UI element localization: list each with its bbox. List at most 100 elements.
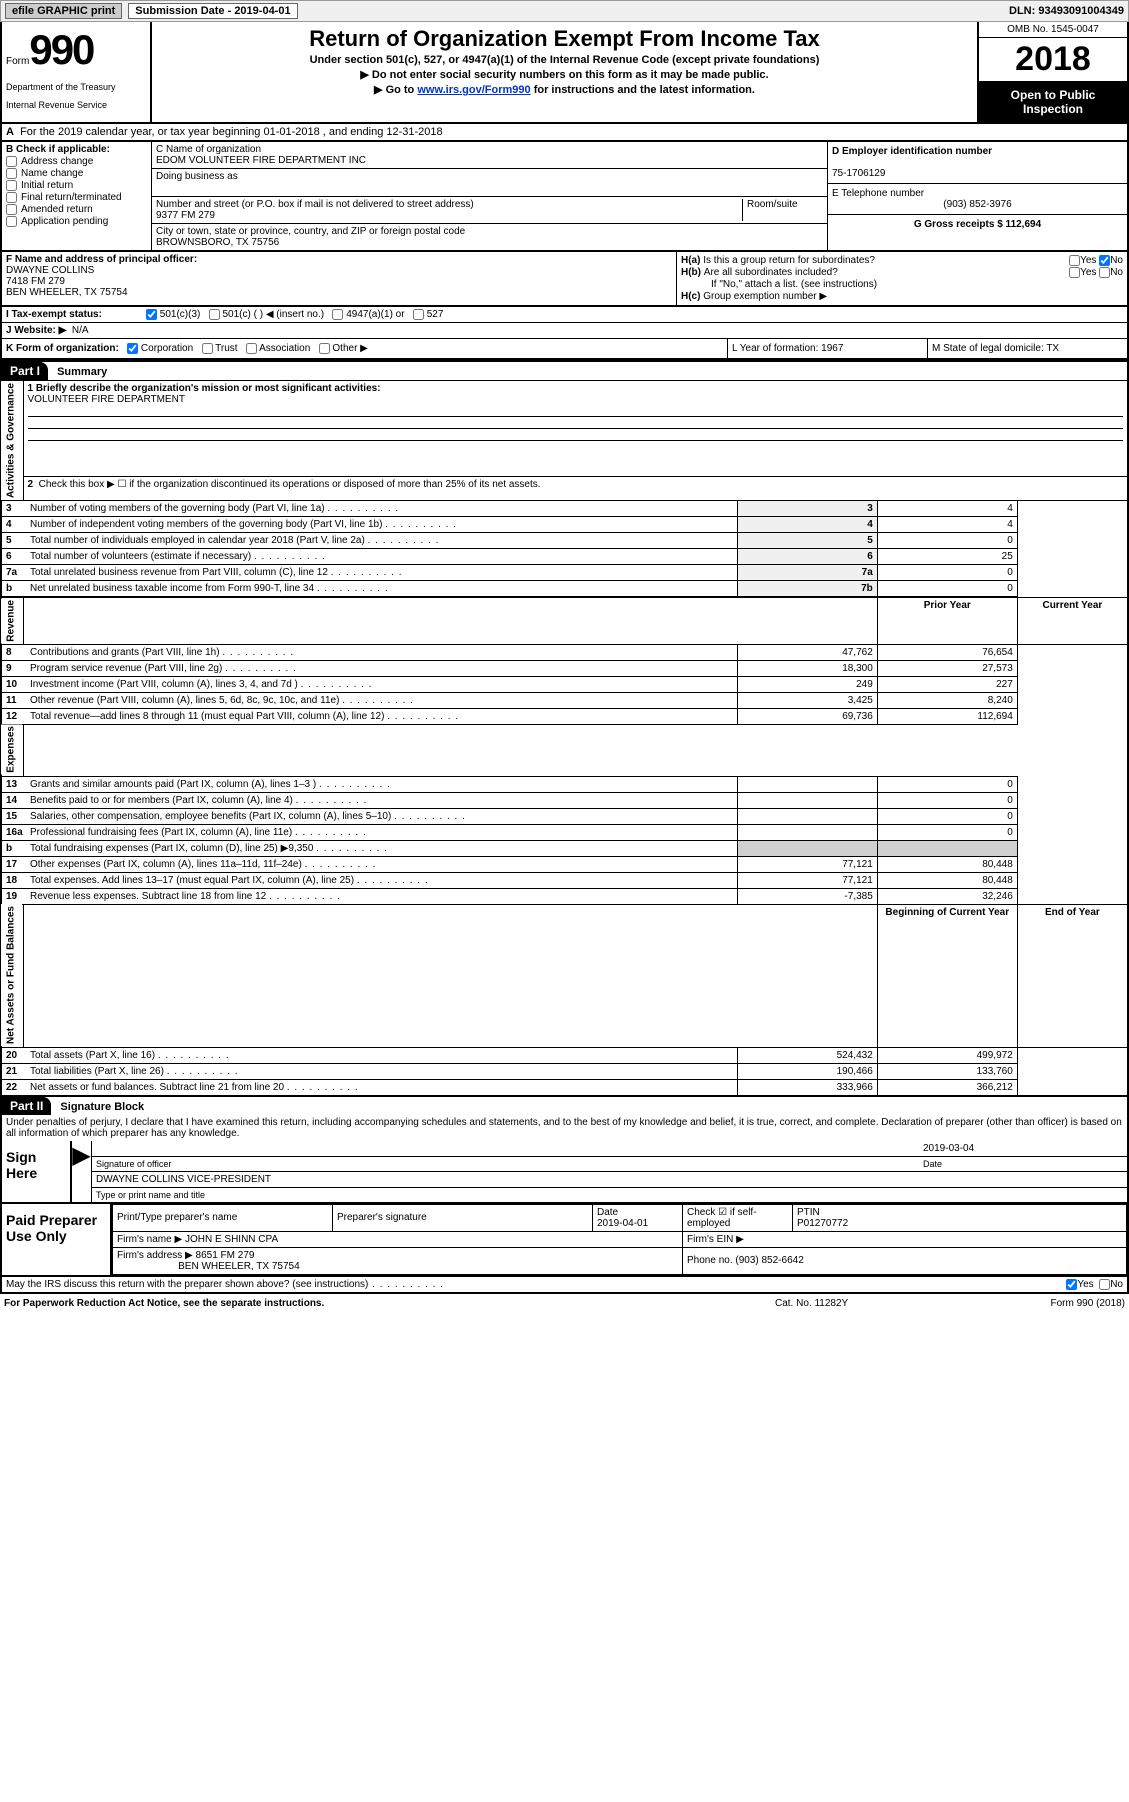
line-15: 15Salaries, other compensation, employee… [1,808,737,824]
line-13-prior [737,776,877,792]
street-address: 9377 FM 279 [156,210,738,221]
corp-check[interactable] [127,343,138,354]
omb-number: OMB No. 1545-0047 [979,22,1127,38]
501c3-check[interactable] [146,309,157,320]
current-year-hdr: Current Year [1017,598,1128,645]
summary-table: Activities & Governance 1 Briefly descri… [0,380,1129,1096]
efile-btn[interactable]: efile GRAPHIC print [5,3,122,19]
irs-label: Internal Revenue Service [6,100,146,110]
line-8: 8Contributions and grants (Part VIII, li… [1,644,737,660]
form-title: Return of Organization Exempt From Incom… [156,26,973,52]
line-10-prior: 249 [737,676,877,692]
line-11-curr: 8,240 [877,692,1017,708]
line-11-prior: 3,425 [737,692,877,708]
check-initial-return[interactable] [6,180,17,191]
form-meta-cell: OMB No. 1545-0047 2018 Open to Public In… [977,22,1127,122]
row-a: A For the 2019 calendar year, or tax yea… [0,124,1129,142]
line-b-val: 0 [877,581,1017,597]
other-check[interactable] [319,343,330,354]
line-6-val: 25 [877,549,1017,565]
check-application-pending[interactable] [6,216,17,227]
line-3: 3Number of voting members of the governi… [1,501,737,517]
dba-row: Doing business as [152,169,827,197]
org-name-row: C Name of organization EDOM VOLUNTEER FI… [152,142,827,169]
discuss-yes-check[interactable] [1066,1279,1077,1290]
line-14-prior [737,792,877,808]
beginning-year-hdr: Beginning of Current Year [877,904,1017,1047]
check-final-return/terminated[interactable] [6,192,17,203]
perjury-text: Under penalties of perjury, I declare th… [0,1115,1129,1141]
part-ii-header: Part II Signature Block [0,1097,1129,1115]
form-word: Form [6,56,29,67]
dept-treasury: Department of the Treasury [6,82,146,92]
page-footer: For Paperwork Reduction Act Notice, see … [0,1294,1129,1313]
line-9: 9Program service revenue (Part VIII, lin… [1,660,737,676]
city-row: City or town, state or province, country… [152,224,827,250]
b-label: B Check if applicable: [6,144,147,155]
line-14: 14Benefits paid to or for members (Part … [1,792,737,808]
instructions-link[interactable]: www.irs.gov/Form990 [417,84,530,96]
side-net-assets: Net Assets or Fund Balances [1,904,23,1047]
phone-cell: E Telephone number (903) 852-3976 [828,184,1127,215]
phone: (903) 852-3976 [832,199,1123,210]
hb-yes-check[interactable] [1069,267,1080,278]
line-8-curr: 76,654 [877,644,1017,660]
check-address-change[interactable] [6,156,17,167]
line-2: 2 Check this box ▶ ☐ if the organization… [23,476,1128,500]
firm-addr: 8651 FM 279 [196,1250,255,1261]
line-18-curr: 80,448 [877,872,1017,888]
line-16a: 16aProfessional fundraising fees (Part I… [1,824,737,840]
side-expenses: Expenses [1,724,23,776]
trust-check[interactable] [202,343,213,354]
ptin: P01270772 [797,1218,848,1229]
website: N/A [72,325,89,336]
form-subtitle-2: ▶ Do not enter social security numbers o… [156,68,973,81]
form-subtitle-3: ▶ Go to www.irs.gov/Form990 for instruct… [156,83,973,96]
527-check[interactable] [413,309,424,320]
org-name: EDOM VOLUNTEER FIRE DEPARTMENT INC [156,155,823,166]
paid-preparer-label: Paid Preparer Use Only [2,1204,112,1275]
check-amended-return[interactable] [6,204,17,215]
line-22-prior: 333,966 [737,1079,877,1096]
line-6: 6Total number of volunteers (estimate if… [1,549,737,565]
firm-phone: Phone no. (903) 852-6642 [683,1247,1127,1274]
line-20: 20Total assets (Part X, line 16) [1,1047,737,1063]
line-17-prior: 77,121 [737,856,877,872]
4947-check[interactable] [332,309,343,320]
line-b: bNet unrelated business taxable income f… [1,581,737,597]
ha-yes-check[interactable] [1069,255,1080,266]
tax-year: 2018 [979,38,1127,82]
section-j: J Website: ▶ N/A [0,323,1129,339]
form-header: Form 990 Department of the Treasury Inte… [0,22,1129,124]
dln: DLN: 93493091004349 [1009,5,1124,17]
sign-arrow-icon: ▶ [72,1141,92,1202]
hb-no-check[interactable] [1099,267,1110,278]
line-20-prior: 524,432 [737,1047,877,1063]
line-12: 12Total revenue—add lines 8 through 11 (… [1,708,737,724]
self-employed: Check ☑ if self-employed [683,1204,793,1231]
discuss-no-check[interactable] [1099,1279,1110,1290]
line-13: 13Grants and similar amounts paid (Part … [1,776,737,792]
submission-date: Submission Date - 2019-04-01 [128,3,297,19]
preparer-table: Print/Type preparer's name Preparer's si… [112,1204,1127,1275]
year-formation: L Year of formation: 1967 [727,339,927,358]
line-8-prior: 47,762 [737,644,877,660]
501c-check[interactable] [209,309,220,320]
ha-no-check[interactable] [1099,255,1110,266]
state-domicile: M State of legal domicile: TX [927,339,1127,358]
check-name-change[interactable] [6,168,17,179]
line-17-curr: 80,448 [877,856,1017,872]
line-21-prior: 190,466 [737,1063,877,1079]
line-22-curr: 366,212 [877,1079,1017,1096]
part-i-header: Part I Summary [0,360,1129,380]
line-10-curr: 227 [877,676,1017,692]
line-15-curr: 0 [877,808,1017,824]
sig-date: 2019-03-04 [923,1143,1123,1154]
sign-here-label: Sign Here [2,1141,72,1202]
section-k: K Form of organization: Corporation Trus… [0,339,1129,360]
assoc-check[interactable] [246,343,257,354]
form-num: 990 [29,26,93,74]
firm-name: JOHN E SHINN CPA [185,1234,278,1245]
line-b: bTotal fundraising expenses (Part IX, co… [1,840,737,856]
section-f-h: F Name and address of principal officer:… [0,252,1129,307]
